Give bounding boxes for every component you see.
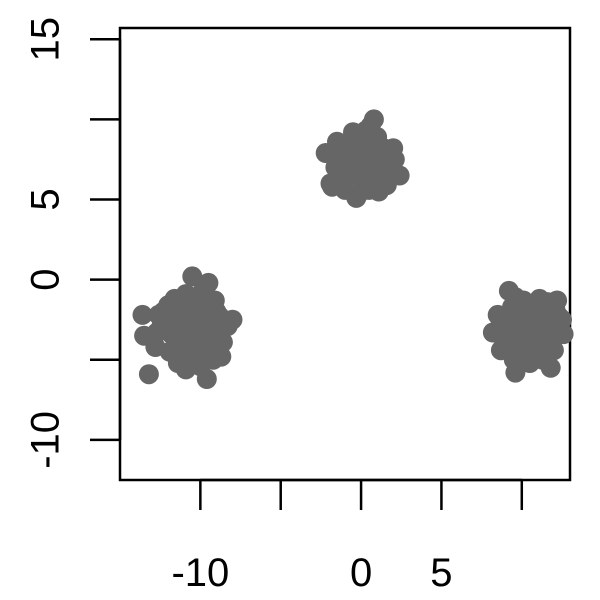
- data-point: [343, 122, 363, 143]
- data-point: [346, 187, 367, 208]
- data-point: [158, 295, 179, 316]
- y-tick-label: 5: [24, 188, 68, 210]
- data-point: [482, 322, 503, 343]
- data-point: [532, 349, 553, 370]
- data-points: [132, 109, 574, 389]
- data-point: [368, 181, 389, 202]
- data-point: [198, 272, 219, 293]
- data-point: [547, 290, 568, 311]
- data-point: [487, 304, 508, 325]
- data-point: [526, 330, 547, 351]
- data-point: [507, 322, 527, 343]
- y-tick-label: 15: [24, 17, 68, 62]
- x-tick-label: 0: [350, 551, 372, 595]
- x-axis: -10 0 5: [171, 478, 524, 595]
- x-tick-label: 5: [430, 551, 452, 595]
- data-point: [193, 317, 214, 338]
- plot-frame: [118, 26, 572, 482]
- y-tick-label: -10: [24, 411, 68, 469]
- data-point: [328, 151, 349, 171]
- data-point: [179, 348, 200, 369]
- data-point: [521, 308, 542, 329]
- data-point: [138, 364, 159, 385]
- data-point: [510, 343, 531, 364]
- data-point: [204, 290, 225, 311]
- data-point: [182, 266, 203, 287]
- data-point: [365, 154, 386, 175]
- data-point: [166, 329, 187, 349]
- data-point: [211, 346, 232, 367]
- data-point: [145, 337, 166, 357]
- data-point: [222, 309, 243, 330]
- data-point: [352, 136, 373, 157]
- y-axis: -10 0 5 15: [24, 17, 122, 469]
- data-point: [132, 304, 153, 325]
- data-point: [333, 168, 354, 189]
- data-point: [196, 369, 217, 389]
- data-point: [505, 362, 526, 383]
- data-point: [373, 138, 394, 159]
- x-tick-label: -10: [171, 551, 229, 595]
- data-point: [195, 338, 216, 359]
- data-point: [505, 287, 526, 308]
- data-point: [177, 301, 198, 322]
- y-tick-label: 0: [24, 268, 68, 290]
- data-point: [360, 115, 381, 136]
